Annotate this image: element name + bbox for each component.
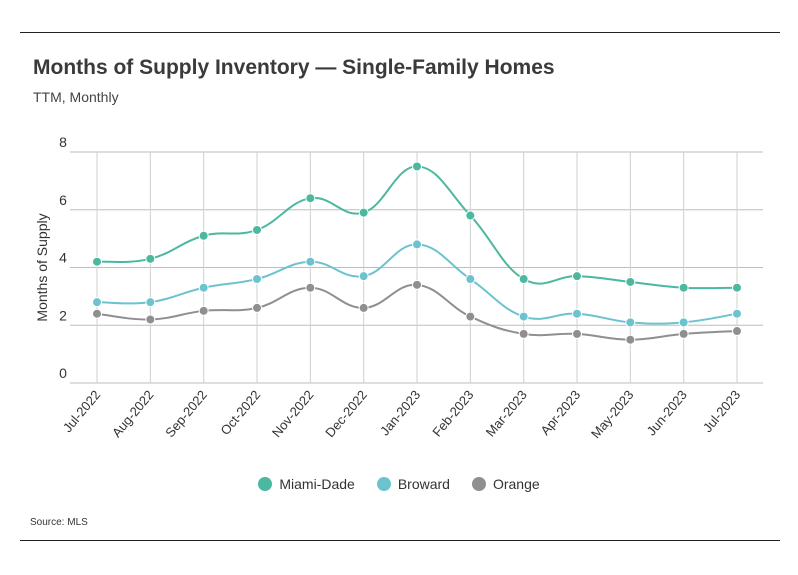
data-point-miami-dade (412, 161, 422, 172)
x-tick-label: Jul-2023 (700, 387, 744, 435)
data-point-orange (518, 328, 529, 339)
data-point-orange (305, 282, 316, 293)
x-tick-label: Jan-2023 (377, 387, 423, 438)
data-point-orange (252, 302, 262, 313)
data-point-orange (198, 305, 209, 316)
legend-label: Miami-Dade (279, 476, 355, 492)
data-point-broward (145, 297, 156, 308)
data-point-orange (92, 308, 102, 319)
x-tick-label: Jul-2022 (60, 387, 104, 435)
x-tick-label: Nov-2022 (269, 387, 317, 440)
x-tick-label: Jun-2023 (644, 387, 690, 438)
data-point-miami-dade (198, 230, 209, 241)
data-point-broward (92, 297, 102, 308)
chart-legend: Miami-Dade Broward Orange (0, 476, 798, 492)
x-tick-label: Dec-2022 (322, 387, 370, 440)
data-point-broward (518, 311, 529, 322)
legend-item-orange: Orange (471, 476, 540, 492)
x-tick-label: Feb-2023 (429, 387, 476, 439)
x-tick-label: Mar-2023 (483, 387, 530, 439)
data-point-broward (572, 308, 582, 319)
data-point-broward (678, 317, 689, 328)
data-point-broward (252, 274, 262, 285)
data-point-orange (732, 326, 742, 337)
x-tick-label: Sep-2022 (162, 387, 210, 440)
legend-item-miami-dade: Miami-Dade (258, 476, 355, 492)
x-tick-label: Aug-2022 (109, 387, 157, 440)
y-tick-label: 0 (59, 365, 67, 381)
data-point-broward (625, 317, 636, 328)
data-point-orange (465, 311, 476, 322)
legend-marker-broward (376, 477, 391, 491)
data-point-orange (625, 334, 636, 345)
top-rule (20, 32, 780, 33)
x-tick-label: May-2023 (588, 387, 637, 441)
x-tick-label: Oct-2022 (217, 387, 263, 438)
data-point-miami-dade (92, 256, 102, 267)
source-note: Source: MLS (30, 517, 88, 528)
data-point-orange (145, 314, 156, 325)
data-point-miami-dade (732, 282, 742, 293)
legend-marker-miami-dade (258, 477, 273, 491)
bottom-rule (20, 540, 780, 541)
legend-label: Orange (492, 476, 540, 492)
data-point-broward (412, 239, 422, 250)
data-point-miami-dade (145, 253, 156, 264)
legend-item-broward: Broward (376, 476, 450, 492)
data-point-miami-dade (358, 207, 369, 218)
data-point-broward (732, 308, 742, 319)
x-tick-label: Apr-2023 (537, 387, 583, 438)
data-point-broward (305, 256, 316, 267)
data-point-orange (358, 302, 369, 313)
y-axis-label: Months of Supply (34, 213, 50, 321)
legend-marker-orange (471, 477, 486, 491)
data-point-broward (465, 274, 476, 285)
data-point-miami-dade (305, 193, 316, 204)
data-point-miami-dade (625, 276, 636, 287)
chart-title: Months of Supply Inventory — Single-Fami… (33, 56, 555, 79)
data-point-miami-dade (465, 210, 476, 221)
y-tick-label: 2 (59, 307, 67, 323)
data-point-miami-dade (518, 274, 529, 285)
legend-label: Broward (397, 476, 450, 492)
data-point-orange (678, 328, 689, 339)
y-tick-label: 8 (59, 134, 67, 150)
chart-subtitle: TTM, Monthly (33, 89, 119, 105)
data-point-broward (198, 282, 209, 293)
data-point-orange (572, 328, 582, 339)
data-point-miami-dade (572, 271, 582, 282)
data-point-orange (412, 279, 422, 290)
line-chart: 0 2 4 6 8 Jul-2022 Aug-2022 Sep-2022 Oct-2022 Nov… (34, 134, 763, 441)
data-point-broward (358, 271, 369, 282)
data-point-miami-dade (252, 224, 262, 235)
data-point-miami-dade (678, 282, 689, 293)
y-tick-label: 4 (59, 250, 67, 266)
y-tick-label: 6 (59, 192, 67, 208)
